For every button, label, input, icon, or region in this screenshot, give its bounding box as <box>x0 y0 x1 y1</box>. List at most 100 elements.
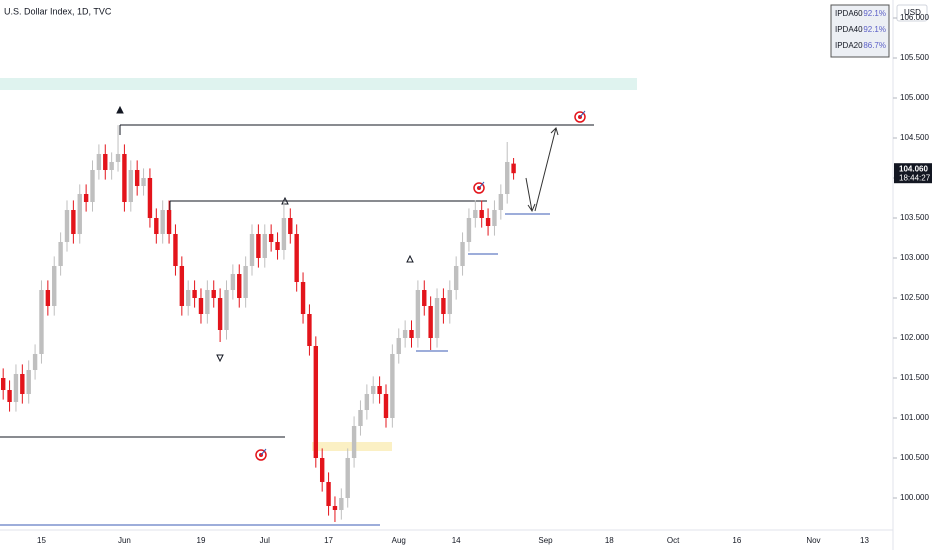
candle-body <box>441 298 446 314</box>
candle-body <box>179 266 185 306</box>
chart-title: U.S. Dollar Index, 1D, TVC <box>4 6 112 16</box>
candle-body <box>13 374 19 402</box>
candle-body <box>26 370 31 394</box>
candle-body <box>211 290 216 298</box>
candle-body <box>422 290 427 306</box>
candle-body <box>294 234 299 282</box>
candle-body <box>358 410 363 426</box>
indicator-box <box>830 4 890 58</box>
y-tick-label: 105.500 <box>900 53 929 62</box>
candle-body <box>249 234 255 266</box>
candle-body <box>460 242 465 266</box>
candle-body <box>77 194 82 234</box>
candle-body <box>115 154 121 162</box>
x-tick-label: Jun <box>118 536 131 545</box>
candle-body <box>492 210 497 226</box>
teal-zone <box>0 78 637 90</box>
last-price-tag <box>894 163 932 184</box>
candle-body <box>134 170 140 186</box>
candle-body <box>326 482 331 506</box>
y-tick-label: 103.000 <box>900 253 929 262</box>
x-tick-label: 16 <box>732 536 741 545</box>
candle-body <box>7 390 12 402</box>
y-tick-label: 101.500 <box>900 373 929 382</box>
candle-body <box>128 170 133 202</box>
candle-body <box>268 234 274 242</box>
currency-label: USD <box>904 8 921 17</box>
x-tick-label: 17 <box>324 536 333 545</box>
candle-body <box>473 210 478 218</box>
x-tick-label: 19 <box>197 536 206 545</box>
currency-button[interactable] <box>896 4 928 22</box>
candle-body <box>275 242 280 250</box>
x-tick-label: 13 <box>860 536 869 545</box>
candle-body <box>364 394 370 410</box>
triangle-up <box>281 196 289 205</box>
target-icon <box>255 448 267 461</box>
candle-body <box>147 178 153 218</box>
y-tick-label: 104.500 <box>900 133 929 142</box>
candle-body <box>83 194 89 202</box>
candle-body <box>453 266 459 290</box>
y-tick-label: 102.000 <box>900 333 929 342</box>
candle-body <box>141 178 146 186</box>
indicator-name: IPDA60 <box>835 9 863 18</box>
candle-body <box>390 354 395 418</box>
candle-body <box>505 162 510 194</box>
candle-body <box>96 154 102 170</box>
candle-body <box>173 234 178 266</box>
candle-body <box>192 290 197 298</box>
candle-body <box>511 163 516 174</box>
candle-body <box>45 290 51 306</box>
target-icon <box>473 181 485 194</box>
x-tick-label: Jul <box>260 536 270 545</box>
candle-body <box>122 154 127 202</box>
candle-body <box>237 274 242 298</box>
candle-body <box>154 218 159 234</box>
candle-body <box>64 210 70 242</box>
candle-body <box>71 210 76 234</box>
candle-body <box>409 330 414 338</box>
countdown: 18:44:27 <box>899 173 931 182</box>
target-icon <box>574 110 586 123</box>
candle-body <box>224 290 229 330</box>
candle-body <box>217 298 223 330</box>
indicator-name: IPDA40 <box>835 25 863 34</box>
last-price-label: 104.060 <box>899 164 928 173</box>
candle-body <box>20 374 25 394</box>
candle-body <box>160 210 165 234</box>
candle-body <box>58 242 63 266</box>
candle-body <box>402 330 408 338</box>
x-tick-label: 14 <box>452 536 461 545</box>
candle-body <box>281 218 287 250</box>
candle-body <box>198 298 204 314</box>
candle-body <box>243 266 248 298</box>
candle-body <box>313 346 319 458</box>
candle-body <box>256 234 261 258</box>
x-tick-label: Sep <box>538 536 553 545</box>
y-tick-label: 102.500 <box>900 293 929 302</box>
y-tick-label: 101.000 <box>900 413 929 422</box>
y-tick-label: 100.500 <box>900 453 929 462</box>
candle-body <box>371 386 376 394</box>
candle-body <box>109 162 114 170</box>
x-tick-label: 18 <box>605 536 614 545</box>
indicator-value: 92.1% <box>863 9 886 18</box>
projection-arrow <box>525 127 559 213</box>
candle-body <box>90 170 95 202</box>
y-tick-label: 100.000 <box>900 493 929 502</box>
candle-body <box>428 306 433 338</box>
x-tick-label: Aug <box>392 536 406 545</box>
candle-body <box>339 498 344 510</box>
indicator-value: 92.1% <box>863 25 886 34</box>
candle-body <box>186 290 191 306</box>
triangle-up <box>406 254 414 263</box>
candle-body <box>52 266 57 306</box>
y-tick-label: 105.000 <box>900 93 929 102</box>
candle-body <box>479 210 484 218</box>
candle-body <box>351 426 357 458</box>
candle-body <box>230 274 236 290</box>
candle-body <box>32 354 38 370</box>
x-tick-label: Oct <box>667 536 680 545</box>
